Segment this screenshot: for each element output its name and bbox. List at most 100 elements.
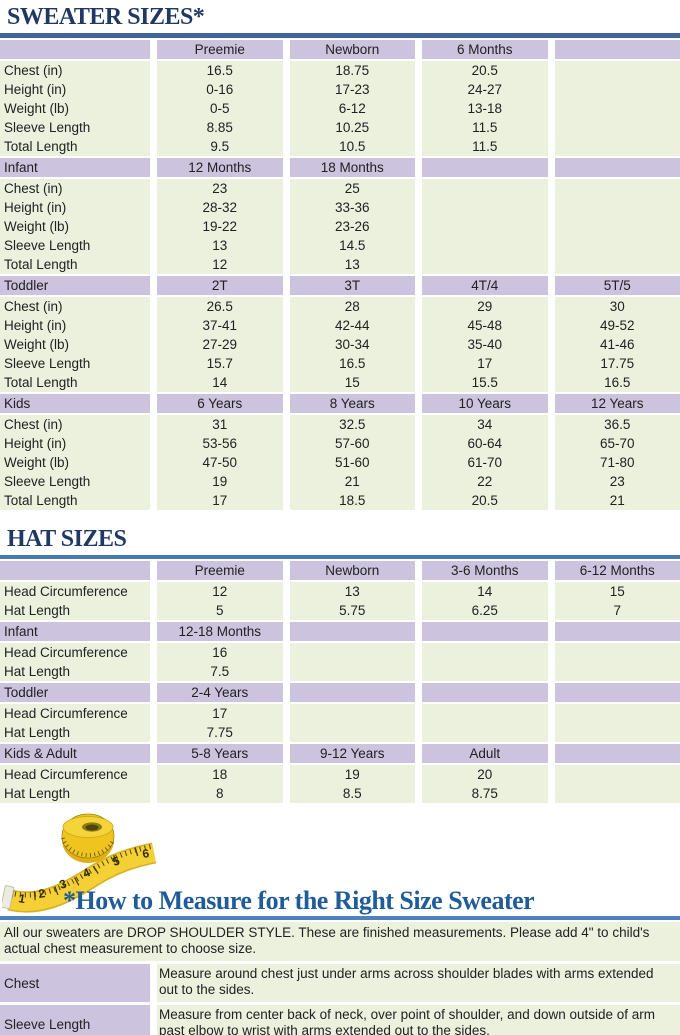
cell-value: 26.5 bbox=[157, 297, 283, 316]
cell-value: 53-56 bbox=[157, 434, 283, 453]
cell-value: 24-27 bbox=[422, 80, 548, 99]
cell-value: 8.5 bbox=[289, 784, 415, 803]
measure-description: Measure from center back of neck, over p… bbox=[157, 1005, 680, 1035]
column-header: 12 Months bbox=[157, 158, 283, 177]
row-label: Sleeve Length bbox=[0, 354, 150, 373]
table-row: Weight (lb) 47-50 51-60 61-70 71-80 bbox=[0, 453, 680, 472]
hat-sizes-table: Preemie Newborn 3-6 Months 6-12 Months Head … bbox=[0, 561, 680, 803]
cell-value: 32.5 bbox=[289, 415, 415, 434]
column-header: Newborn bbox=[289, 561, 415, 580]
cell-value bbox=[422, 236, 548, 255]
row-label: Hat Length bbox=[0, 723, 150, 742]
row-label: Chest (in) bbox=[0, 415, 150, 434]
column-header: 8 Years bbox=[289, 394, 415, 413]
column-header: 2T bbox=[157, 276, 283, 295]
column-header bbox=[554, 40, 680, 59]
cell-value: 41-46 bbox=[554, 335, 680, 354]
cell-value: 8.75 bbox=[422, 784, 548, 803]
column-header: 5T/5 bbox=[554, 276, 680, 295]
cell-value: 21 bbox=[289, 472, 415, 491]
measure-definitions: Chest Measure around chest just under arm… bbox=[0, 964, 680, 1035]
table-row: Weight (lb) 27-29 30-34 35-40 41-46 bbox=[0, 335, 680, 354]
cell-value: 13 bbox=[157, 236, 283, 255]
cell-value: 60-64 bbox=[422, 434, 548, 453]
cell-value: 17.75 bbox=[554, 354, 680, 373]
cell-value: 45-48 bbox=[422, 316, 548, 335]
table-row: Chest (in) 23 25 bbox=[0, 179, 680, 198]
cell-value: 15.5 bbox=[422, 373, 548, 392]
cell-value: 5.75 bbox=[289, 601, 415, 620]
row-label: Weight (lb) bbox=[0, 453, 150, 472]
cell-value bbox=[422, 643, 548, 662]
tape-measure-icon: 1 2 3 4 5 6 bbox=[2, 813, 157, 913]
cell-value: 7.5 bbox=[157, 662, 283, 681]
row-label: Sleeve Length bbox=[0, 118, 150, 137]
section-label bbox=[0, 40, 150, 59]
cell-value: 13 bbox=[289, 255, 415, 274]
cell-value: 11.5 bbox=[422, 137, 548, 156]
cell-value bbox=[422, 179, 548, 198]
cell-value: 33-36 bbox=[289, 198, 415, 217]
cell-value bbox=[554, 784, 680, 803]
cell-value: 30 bbox=[554, 297, 680, 316]
table-row: Total Length 17 18.5 20.5 21 bbox=[0, 491, 680, 510]
column-header: 2-4 Years bbox=[157, 683, 283, 702]
measure-section-header: 1 2 3 4 5 6 *How to Measure for the Righ… bbox=[0, 810, 680, 915]
cell-value bbox=[422, 198, 548, 217]
cell-value: 0-5 bbox=[157, 99, 283, 118]
table-row: Total Length 9.5 10.5 11.5 bbox=[0, 137, 680, 156]
column-header: 12 Years bbox=[554, 394, 680, 413]
cell-value bbox=[554, 765, 680, 784]
table-row: Chest (in) 16.5 18.75 20.5 bbox=[0, 61, 680, 80]
cell-value bbox=[289, 704, 415, 723]
sweater-title-rule bbox=[0, 33, 680, 38]
cell-value bbox=[554, 236, 680, 255]
row-label: Chest (in) bbox=[0, 61, 150, 80]
section-header-row: Infant 12-18 Months bbox=[0, 622, 680, 641]
column-header: 12-18 Months bbox=[157, 622, 283, 641]
cell-value: 10.25 bbox=[289, 118, 415, 137]
column-header: Newborn bbox=[289, 40, 415, 59]
cell-value: 57-60 bbox=[289, 434, 415, 453]
section-body: Chest (in) 31 32.5 34 36.5 Height (in) 53-56 57… bbox=[0, 415, 680, 510]
sweater-sizes-title: SWEATER SIZES* bbox=[7, 4, 205, 30]
cell-value bbox=[289, 723, 415, 742]
column-header: 4T/4 bbox=[422, 276, 548, 295]
cell-value: 71-80 bbox=[554, 453, 680, 472]
cell-value: 23 bbox=[554, 472, 680, 491]
table-row: Head Circumference 16 bbox=[0, 643, 680, 662]
cell-value: 21 bbox=[554, 491, 680, 510]
table-row: Weight (lb) 19-22 23-26 bbox=[0, 217, 680, 236]
section-body: Head Circumference 17 Hat Length 7.75 bbox=[0, 704, 680, 742]
row-label: Weight (lb) bbox=[0, 99, 150, 118]
row-label: Total Length bbox=[0, 137, 150, 156]
row-label: Weight (lb) bbox=[0, 335, 150, 354]
cell-value: 14 bbox=[157, 373, 283, 392]
cell-value: 13 bbox=[289, 582, 415, 601]
cell-value bbox=[422, 704, 548, 723]
table-row: Total Length 14 15 15.5 16.5 bbox=[0, 373, 680, 392]
section-body: Head Circumference 18 19 20 Hat Length 8 8.5 8.… bbox=[0, 765, 680, 803]
cell-value: 5 bbox=[157, 601, 283, 620]
svg-text:3: 3 bbox=[58, 876, 69, 891]
cell-value: 0-16 bbox=[157, 80, 283, 99]
cell-value: 12 bbox=[157, 255, 283, 274]
section-header-row: Kids 6 Years 8 Years 10 Years 12 Years bbox=[0, 394, 680, 413]
table-row: Total Length 12 13 bbox=[0, 255, 680, 274]
row-label: Total Length bbox=[0, 255, 150, 274]
cell-value bbox=[422, 217, 548, 236]
cell-value bbox=[554, 662, 680, 681]
row-label: Head Circumference bbox=[0, 765, 150, 784]
cell-value: 6-12 bbox=[289, 99, 415, 118]
table-row: Head Circumference 17 bbox=[0, 704, 680, 723]
column-header bbox=[554, 683, 680, 702]
table-row: Sleeve Length 15.7 16.5 17 17.75 bbox=[0, 354, 680, 373]
cell-value: 14.5 bbox=[289, 236, 415, 255]
cell-value bbox=[554, 217, 680, 236]
cell-value: 6.25 bbox=[422, 601, 548, 620]
cell-value: 16.5 bbox=[157, 61, 283, 80]
table-row: Chest (in) 26.5 28 29 30 bbox=[0, 297, 680, 316]
row-label: Hat Length bbox=[0, 662, 150, 681]
row-label: Height (in) bbox=[0, 434, 150, 453]
